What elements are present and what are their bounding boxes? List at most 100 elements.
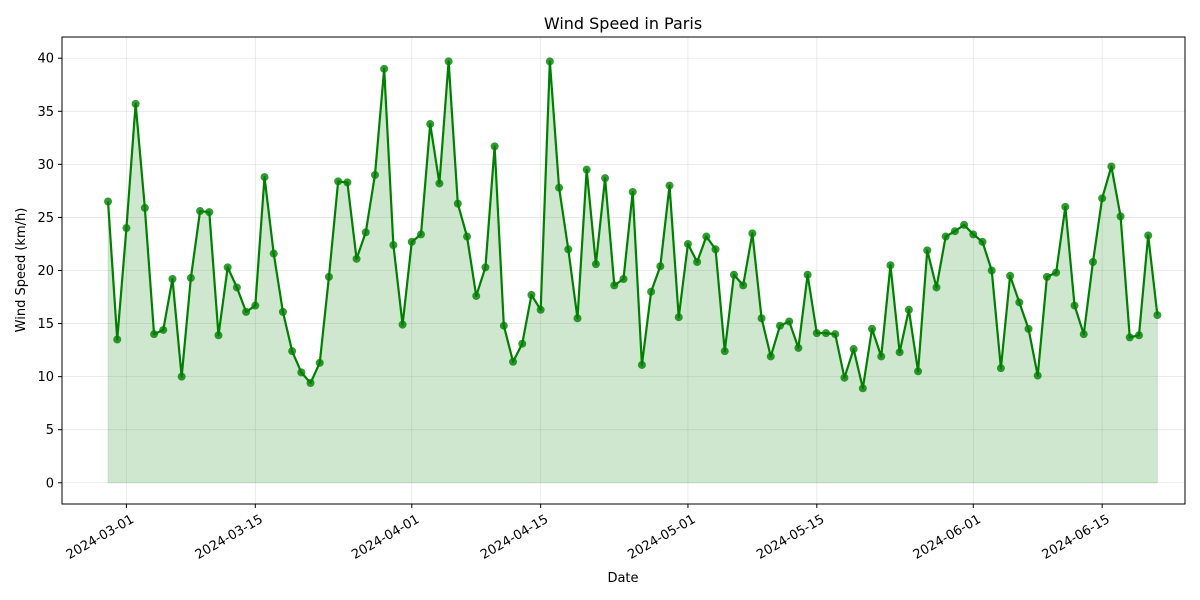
data-point (444, 57, 453, 66)
x-tick-label: 2024-04-01 (349, 512, 422, 563)
data-point (674, 313, 683, 322)
data-point (794, 343, 803, 352)
data-point (941, 232, 950, 241)
data-point (877, 352, 886, 361)
y-tick-label: 35 (37, 105, 54, 120)
data-point (950, 227, 959, 236)
data-point (242, 307, 251, 316)
data-point (435, 179, 444, 188)
data-point (1153, 311, 1162, 320)
data-point (177, 372, 186, 381)
y-tick-label: 5 (46, 423, 54, 438)
data-point (122, 224, 131, 233)
data-point (720, 347, 729, 356)
data-point (840, 373, 849, 382)
data-point (196, 207, 205, 216)
data-point (555, 183, 564, 192)
data-point (849, 345, 858, 354)
data-point (766, 352, 775, 361)
data-point (315, 358, 324, 367)
data-point (1024, 324, 1033, 333)
data-point (591, 260, 600, 269)
data-point (518, 339, 527, 348)
y-tick-label: 25 (37, 211, 54, 226)
y-tick-label: 0 (46, 476, 54, 491)
y-tick-label: 20 (37, 264, 54, 279)
data-point (490, 142, 499, 151)
data-point (214, 331, 223, 340)
data-point (251, 301, 260, 310)
data-point (1015, 298, 1024, 307)
data-point (113, 335, 122, 344)
data-point (1006, 271, 1015, 280)
data-point (656, 262, 665, 271)
data-point (1042, 272, 1051, 281)
data-point (1134, 331, 1143, 340)
data-point (978, 237, 987, 246)
data-point (232, 283, 241, 292)
data-point (536, 305, 545, 314)
data-point (582, 165, 591, 174)
data-point (186, 273, 195, 282)
data-point (463, 232, 472, 241)
y-tick-label: 10 (37, 370, 54, 385)
y-axis: 0 5 10 15 20 25 30 35 40 (37, 52, 62, 491)
data-point (453, 199, 462, 208)
data-point (1079, 330, 1088, 339)
data-point (472, 291, 481, 300)
data-point (104, 197, 113, 206)
data-point (416, 230, 425, 239)
x-tick-label: 2024-06-01 (911, 512, 984, 563)
y-tick-label: 40 (37, 52, 54, 67)
data-point (812, 329, 821, 338)
data-point (858, 384, 867, 393)
data-point (895, 348, 904, 357)
data-point (260, 173, 269, 182)
x-tick-label: 2024-03-01 (64, 512, 137, 563)
y-axis-label: Wind Speed (km/h) (14, 208, 29, 333)
data-point (693, 258, 702, 267)
data-point (1033, 371, 1042, 380)
data-point (1125, 333, 1134, 342)
data-point (545, 57, 554, 66)
data-point (1052, 268, 1061, 277)
data-point (711, 245, 720, 254)
data-point (398, 320, 407, 329)
data-point (886, 261, 895, 270)
x-axis-label: Date (607, 571, 638, 586)
data-point (619, 274, 628, 283)
data-point (775, 321, 784, 330)
data-point (969, 230, 978, 239)
data-point (785, 317, 794, 326)
data-point (573, 314, 582, 323)
data-point (150, 330, 159, 339)
data-point (527, 290, 536, 299)
chart-title: Wind Speed in Paris (544, 14, 702, 33)
data-point (564, 245, 573, 254)
area-fill (107, 61, 1158, 484)
data-point (1070, 301, 1079, 310)
data-point (269, 249, 278, 258)
data-point (288, 347, 297, 356)
x-tick-label: 2024-03-15 (193, 512, 266, 563)
data-point (481, 263, 490, 272)
y-tick-label: 30 (37, 158, 54, 173)
data-point (1116, 212, 1125, 221)
data-point (380, 64, 389, 73)
data-point (297, 368, 306, 377)
data-point (1061, 202, 1070, 211)
x-tick-label: 2024-04-15 (478, 512, 551, 563)
data-point (407, 237, 416, 246)
data-point (140, 203, 149, 212)
data-point (923, 246, 932, 255)
data-point (868, 324, 877, 333)
data-point (665, 181, 674, 190)
data-point (803, 270, 812, 279)
data-point (702, 232, 711, 241)
data-point (996, 364, 1005, 373)
data-point (278, 307, 287, 316)
data-point (987, 266, 996, 275)
data-point (306, 379, 315, 387)
data-point (361, 228, 370, 237)
data-point (334, 177, 343, 186)
